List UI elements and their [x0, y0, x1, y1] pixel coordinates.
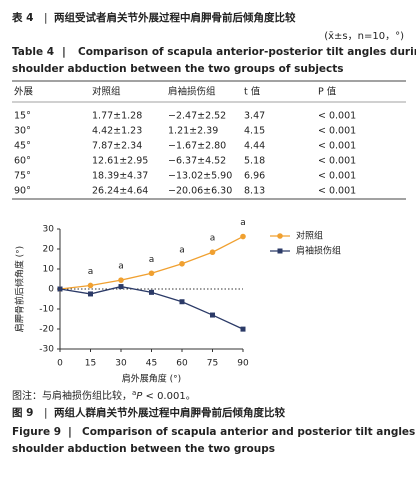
table-cell: 3.47 [244, 111, 265, 122]
table-cell: 1.77±1.28 [92, 111, 142, 122]
point [88, 291, 93, 297]
table-cell: 15° [14, 111, 31, 122]
table-cell: −13.02±5.90 [168, 171, 232, 182]
y-tick-label: 10 [43, 265, 55, 275]
table-cell: 45° [14, 141, 31, 152]
y-tick-label: -10 [39, 305, 54, 315]
figure-note: 图注：与肩袖损伤组比较，aP < 0.001。 [12, 389, 196, 402]
table-notation: (x̄±s，n=10，°) [324, 31, 404, 42]
note-sup: a [132, 389, 136, 397]
table-title: 两组受试者肩关节外展过程中肩胛骨前后倾角度比较 [54, 11, 296, 24]
table-cell: 12.61±2.95 [92, 156, 148, 167]
annotation: a [179, 245, 185, 255]
figure-label: 图 9 [12, 407, 33, 419]
figure-label-en: Figure 9 [12, 426, 61, 438]
annotation: a [88, 267, 94, 277]
separator: | [62, 46, 66, 58]
table-cell: 1.21±2.39 [168, 126, 218, 137]
y-tick-label: 0 [48, 285, 54, 295]
table-cell: 30° [14, 126, 31, 137]
table-header: 肩袖损伤组 [168, 86, 216, 98]
table-header: 外展 [14, 86, 34, 98]
table-header: P 值 [318, 86, 337, 98]
separator: | [44, 407, 48, 419]
x-axis-label: 肩外展角度 (°) [122, 373, 181, 385]
point [179, 260, 185, 267]
figure-title-en: Comparison of scapula anterior and poste… [82, 426, 416, 438]
x-tick-label: 45 [146, 359, 157, 369]
legend-marker [277, 248, 283, 254]
table-cell: 60° [14, 156, 31, 167]
table-cell: < 0.001 [318, 156, 356, 167]
figure-title: 两组人群肩关节外展过程中肩胛骨前后倾角度比较 [54, 406, 285, 419]
table-cell: 8.13 [244, 186, 265, 197]
table-cell: 75° [14, 171, 31, 182]
table-cell: 5.18 [244, 156, 265, 167]
note-p: P [136, 391, 143, 402]
table-cell: −2.47±2.52 [168, 111, 226, 122]
annotation: a [118, 262, 124, 272]
table-cell: 90° [14, 186, 31, 197]
point [148, 270, 155, 277]
table-cell: 18.39±4.37 [92, 171, 148, 182]
legend-marker [277, 233, 283, 239]
table-cell: 26.24±4.64 [92, 186, 148, 197]
x-tick-label: 30 [115, 359, 127, 369]
x-tick-label: 60 [176, 359, 188, 369]
point [210, 312, 215, 318]
point [240, 233, 246, 240]
table-cell: −6.37±4.52 [168, 156, 226, 167]
table-cell: < 0.001 [318, 141, 356, 152]
x-tick-label: 75 [207, 359, 218, 369]
table-cell: < 0.001 [318, 126, 356, 137]
note-text: < 0.001。 [142, 391, 195, 402]
table-cell: 6.96 [244, 171, 265, 182]
annotation: a [210, 234, 216, 244]
legend-label: 肩袖损伤组 [296, 245, 341, 257]
y-tick-label: 20 [43, 245, 55, 255]
note-text: 图注：与肩袖损伤组比较， [12, 389, 132, 402]
separator: | [68, 426, 72, 438]
y-tick-label: -20 [39, 325, 54, 335]
table-header: 对照组 [92, 86, 121, 98]
point [118, 277, 124, 283]
table-cell: < 0.001 [318, 171, 356, 182]
table-header: t 值 [244, 86, 261, 98]
y-tick-label: 30 [43, 225, 55, 235]
table-cell: 4.15 [244, 126, 265, 137]
x-tick-label: 90 [237, 359, 249, 369]
table-cell: 4.42±1.23 [92, 126, 142, 137]
point [149, 289, 154, 295]
table-label: 表 4 [11, 11, 33, 24]
table-cell: < 0.001 [318, 111, 356, 122]
annotation: a [149, 255, 155, 265]
point [118, 284, 124, 290]
table-title-en: Comparison of scapula anterior-posterior… [78, 46, 416, 58]
table-cell: 4.44 [244, 141, 265, 152]
x-tick-label: 15 [85, 359, 96, 369]
point [209, 249, 216, 256]
point [87, 282, 94, 289]
table-cell: < 0.001 [318, 186, 356, 197]
point [179, 299, 185, 305]
table-title-en: shoulder abduction between the two group… [12, 63, 344, 75]
figure-title-en: shoulder abduction between the two group… [12, 443, 275, 455]
point [57, 286, 63, 292]
y-axis-label: 肩胛骨前后倾角度 (°) [14, 246, 26, 332]
legend-label: 对照组 [296, 230, 323, 242]
point [240, 326, 246, 332]
table-label-en: Table 4 [12, 46, 54, 58]
table-cell: −20.06±6.30 [168, 186, 232, 197]
y-tick-label: -30 [39, 345, 54, 355]
annotation: a [240, 218, 246, 228]
x-tick-label: 0 [57, 359, 63, 369]
table-cell: −1.67±2.80 [168, 141, 226, 152]
separator: | [44, 12, 48, 24]
table-cell: 7.87±2.34 [92, 141, 142, 152]
